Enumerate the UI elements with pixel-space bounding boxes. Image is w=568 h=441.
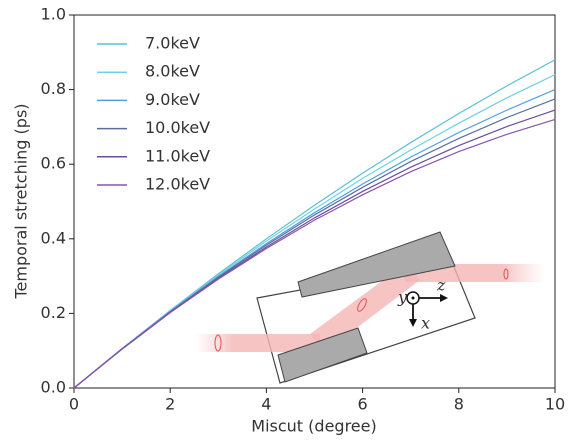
- line: [73, 118, 556, 389]
- annotation: z: [436, 276, 446, 295]
- legend-label: 11.0keV: [145, 146, 210, 165]
- x-tick-label: 2: [165, 395, 175, 414]
- plot-frame: [73, 14, 556, 389]
- x-tick-label: 6: [358, 395, 368, 414]
- y-axis-label: Temporal stretching (ps): [12, 103, 31, 299]
- inset-diagram: [195, 231, 545, 384]
- y-tick-label: 0.6: [41, 154, 66, 173]
- y-tick-label: 0.8: [41, 79, 66, 98]
- x-tick-label: 8: [454, 395, 464, 414]
- x-tick-label: 10: [545, 395, 565, 414]
- legend-label: 8.0keV: [145, 62, 200, 81]
- y-tick-label: 1.0: [41, 5, 66, 24]
- legend-label: 9.0keV: [145, 90, 200, 109]
- y-tick-label: 0.0: [41, 378, 66, 397]
- x-axis-label: Miscut (degree): [251, 417, 376, 436]
- annotation: x: [421, 314, 430, 333]
- x-tick-label: 4: [261, 395, 271, 414]
- legend-label: 12.0keV: [145, 175, 210, 194]
- annotation: y: [397, 288, 408, 307]
- x-tick-label: 0: [69, 395, 79, 414]
- legend-label: 7.0keV: [145, 34, 200, 53]
- y-tick-label: 0.2: [41, 303, 66, 322]
- y-tick-label: 0.4: [41, 228, 66, 247]
- legend-label: 10.0keV: [145, 118, 210, 137]
